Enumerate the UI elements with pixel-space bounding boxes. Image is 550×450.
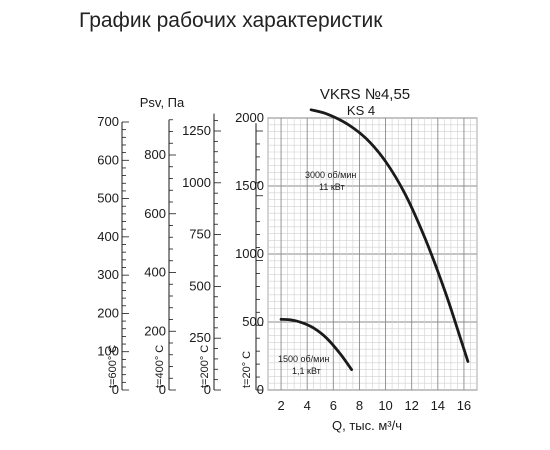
series-annotation: 3000 об/мин — [305, 170, 356, 180]
chart-title: VKRS №4,55 — [320, 86, 410, 103]
scale-tick-label: 100 — [97, 344, 119, 359]
series-line — [279, 317, 353, 371]
scale-tick-label: 800 — [144, 147, 166, 162]
x-tick-label: 8 — [356, 398, 363, 413]
scale-tick-label: 0 — [204, 382, 211, 397]
x-tick-label: 16 — [457, 398, 471, 413]
scale-tick-label: 750 — [189, 227, 211, 242]
scale-tick-label: 600 — [144, 206, 166, 221]
series-annotation: 1500 об/мин — [278, 354, 329, 364]
scale-tick-label: 200 — [144, 323, 166, 338]
page-title: График рабочих характеристик — [79, 9, 383, 32]
y-tick-label: 0 — [257, 382, 264, 397]
x-tick-label: 12 — [404, 398, 418, 413]
y-tick-label: 2000 — [235, 110, 264, 125]
scale-tick-label: 400 — [97, 229, 119, 244]
scale-tick-label: 1000 — [182, 175, 211, 190]
x-tick-label: 2 — [277, 398, 284, 413]
scale-tick-label: 1250 — [182, 123, 211, 138]
scale-label: t=20° C — [241, 351, 253, 388]
x-axis-label: Q, тыс. м³/ч — [332, 418, 402, 433]
x-tick-label: 6 — [330, 398, 337, 413]
y-axis-label: Psv, Па — [140, 95, 185, 110]
series-annotation-power: 1,1 кВт — [292, 366, 321, 376]
y-tick-label: 500 — [242, 314, 264, 329]
scale-tick-label: 0 — [159, 382, 166, 397]
scale-label: t=200° C — [199, 345, 211, 388]
scale-tick-label: 300 — [97, 267, 119, 282]
y-tick-label: 1000 — [235, 246, 264, 261]
scale-tick-label: 600 — [97, 152, 119, 167]
scale-tick-label: 500 — [97, 191, 119, 206]
scale-tick-label: 200 — [97, 305, 119, 320]
scale-tick-label: 250 — [189, 330, 211, 345]
scale-tick-label: 700 — [97, 114, 119, 129]
scale-tick-label: 400 — [144, 265, 166, 280]
x-tick-label: 14 — [431, 398, 445, 413]
series-annotation-power: 11 кВт — [319, 182, 345, 192]
scale-tick-label: 0 — [112, 382, 119, 397]
x-tick-label: 4 — [304, 398, 311, 413]
scale-label: t=600° C — [107, 345, 119, 388]
x-tick-label: 10 — [378, 398, 392, 413]
series-line — [309, 108, 470, 363]
scale-label: t=400° C — [154, 345, 166, 388]
scale-tick-label: 500 — [189, 278, 211, 293]
chart-subtitle: KS 4 — [347, 103, 375, 118]
y-tick-label: 1500 — [235, 178, 264, 193]
